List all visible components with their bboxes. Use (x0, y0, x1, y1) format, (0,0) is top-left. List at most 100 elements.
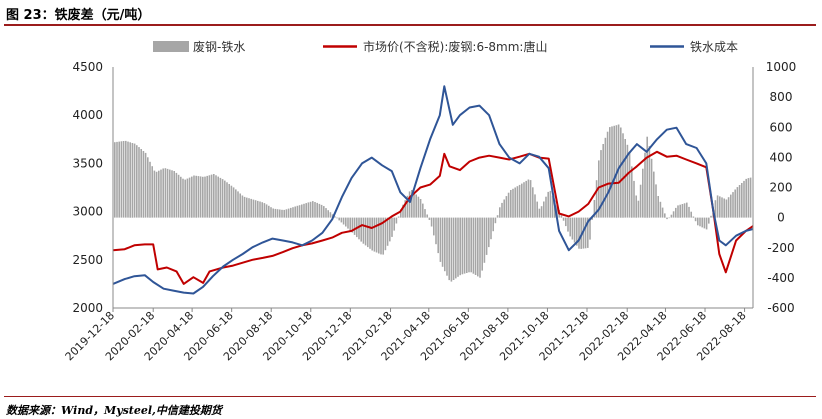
spread-bar (593, 200, 596, 218)
spread-bar (657, 196, 659, 218)
spread-bar (461, 217, 464, 275)
spread-bar (705, 217, 708, 230)
spread-bar (213, 174, 215, 218)
spread-bar (512, 188, 514, 218)
spread-bar (690, 211, 692, 218)
spread-bar (316, 202, 318, 218)
spread-bar (318, 203, 321, 218)
spread-bar (534, 194, 536, 218)
spread-bar (540, 206, 543, 218)
spread-bar (369, 217, 371, 249)
spread-bar (334, 216, 336, 218)
spread-bar (683, 203, 686, 218)
spread-bar (151, 166, 153, 218)
legend-item-hot-metal-cost: 铁水成本 (650, 40, 738, 54)
right-tick-label: -600 (767, 301, 794, 315)
spread-bar (241, 195, 244, 218)
spread-bar (661, 207, 664, 218)
spread-bar (472, 217, 475, 274)
spread-bar (655, 184, 657, 218)
spread-bar (219, 177, 222, 218)
spread-bar (747, 178, 750, 218)
spread-bar (243, 196, 246, 218)
spread-bar (494, 217, 497, 224)
spread-bar (259, 201, 261, 218)
spread-bar (622, 133, 624, 218)
spread-bar (571, 217, 574, 240)
spread-bar (441, 217, 444, 267)
spread-bar (488, 217, 490, 248)
spread-bar (254, 200, 257, 218)
spread-bar (576, 217, 578, 246)
spread-bar (193, 175, 195, 218)
spread-bar (525, 180, 527, 218)
spread-bar (400, 209, 402, 218)
spread-bar (455, 217, 457, 279)
left-tick-label: 2000 (72, 301, 103, 315)
right-tick-label: 1000 (766, 60, 797, 74)
spread-bar (567, 217, 569, 232)
spread-bar (738, 185, 741, 218)
spread-bar (415, 194, 417, 218)
spread-bar (446, 217, 448, 276)
spread-bar (395, 217, 398, 224)
spread-bar (131, 143, 134, 218)
spread-bar (600, 150, 602, 218)
spread-bar (226, 182, 228, 218)
spread-bar (325, 208, 327, 218)
spread-bar (393, 217, 395, 231)
spread-bar (675, 207, 677, 218)
spread-bar (485, 217, 488, 255)
spread-bar (406, 195, 409, 218)
spread-bar (158, 170, 160, 218)
spread-bar (380, 217, 382, 255)
spread-bar (364, 217, 367, 246)
spread-bar (283, 209, 285, 218)
spread-bar (646, 136, 648, 218)
spread-bar (677, 205, 679, 218)
spread-bar (468, 217, 470, 273)
spread-bar (664, 213, 666, 218)
spread-bar (210, 174, 213, 218)
spread-bar (543, 201, 545, 218)
spread-bar (301, 204, 303, 218)
spread-bar (127, 141, 129, 218)
spread-bar (144, 152, 147, 218)
spread-bar (481, 217, 483, 271)
spread-bar (371, 217, 373, 251)
spread-bar (404, 200, 406, 218)
bar-series-iron-scrap-spread (114, 124, 752, 282)
spread-bar (507, 192, 510, 218)
spread-bar (360, 217, 362, 242)
left-tick-label: 4000 (72, 108, 103, 122)
spread-bar (378, 217, 380, 254)
spread-bar (164, 168, 167, 218)
legend-item-spread: 废钢-铁水 (153, 39, 245, 54)
spread-bar (556, 205, 558, 218)
spread-bar (215, 175, 217, 218)
spread-bar (342, 217, 345, 225)
spread-bar (160, 169, 162, 218)
hot-metal-cost-line (112, 85, 754, 295)
spread-bar (169, 169, 171, 218)
spread-bar (479, 217, 481, 278)
spread-bar (650, 158, 653, 218)
legend-swatch (153, 41, 189, 52)
spread-bar (743, 180, 745, 218)
spread-bar (716, 195, 719, 218)
spread-bar (246, 197, 248, 218)
spread-bar (272, 208, 274, 218)
legend-label: 市场价(不含税):废钢:6-8mm:唐山 (363, 39, 547, 54)
right-tick-label: 0 (777, 211, 785, 225)
spread-bar (721, 197, 723, 218)
spread-bar (448, 217, 450, 281)
spread-bar (217, 176, 219, 218)
spread-bar (411, 190, 413, 218)
spread-bar (719, 196, 721, 218)
spread-bar (180, 176, 182, 218)
spread-bar (532, 187, 534, 218)
spread-bar (430, 217, 433, 227)
spread-bar (129, 142, 131, 218)
spread-bar (424, 209, 426, 218)
spread-bar (631, 166, 633, 218)
